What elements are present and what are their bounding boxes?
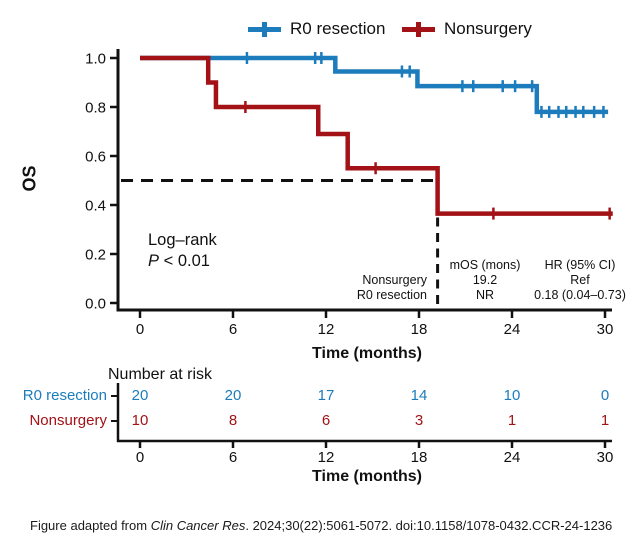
svg-text:24: 24 <box>504 449 521 466</box>
svg-text:0.8: 0.8 <box>85 100 106 117</box>
inner-table-header-hr: HR (95% CI) <box>544 258 616 272</box>
p-threshold: < 0.01 <box>159 252 210 270</box>
risk-count: 6 <box>321 412 331 429</box>
censor-tick-icon <box>262 22 267 37</box>
svg-text:12: 12 <box>318 321 335 338</box>
svg-text:0.6: 0.6 <box>85 149 106 166</box>
citation-details: . 2024;30(22):5061-5072. doi:10.1158/107… <box>245 518 613 533</box>
y-axis-label: OS <box>19 165 40 192</box>
inner-table-row-label-r0: R0 resection <box>356 288 427 302</box>
inner-table-hr-nonsurgery: Ref <box>570 273 590 287</box>
legend-label-nonsurgery: Nonsurgery <box>444 19 532 38</box>
figure-citation: Figure adapted from Clin Cancer Res. 202… <box>30 518 612 533</box>
censor-tick-icon <box>416 22 421 37</box>
risk-row-label-nonsurgery: Nonsurgery <box>29 412 107 429</box>
svg-text:30: 30 <box>597 449 614 466</box>
svg-text:0: 0 <box>136 321 144 338</box>
risk-count: 10 <box>503 387 521 404</box>
svg-text:0.4: 0.4 <box>85 198 106 215</box>
risk-count: 1 <box>600 412 610 429</box>
citation-prefix: Figure adapted from <box>30 518 151 533</box>
risk-table-title: Number at risk <box>108 366 213 383</box>
logrank-test-name: Log–rank <box>148 231 217 249</box>
logrank-p-value: P < 0.01 <box>148 251 217 272</box>
risk-count: 14 <box>410 387 428 404</box>
svg-text:30: 30 <box>597 321 614 338</box>
svg-text:1.0: 1.0 <box>85 51 106 68</box>
risk-count: 3 <box>414 412 424 429</box>
inner-table-mos-nonsurgery: 19.2 <box>472 273 498 287</box>
svg-text:6: 6 <box>229 449 237 466</box>
inner-table-hr-r0: 0.18 (0.04–0.73) <box>534 288 626 302</box>
risk-count: 0 <box>600 387 610 404</box>
svg-text:24: 24 <box>504 321 521 338</box>
x-axis-label-risk: Time (months) <box>312 468 422 485</box>
svg-text:0.0: 0.0 <box>85 296 106 313</box>
risk-row-label-r0: R0 resection <box>22 387 107 404</box>
inner-table-mos-r0: NR <box>475 288 495 302</box>
citation-journal: Clin Cancer Res <box>150 518 246 533</box>
logrank-annotation: Log–rank P < 0.01 <box>148 230 217 272</box>
svg-text:0: 0 <box>136 449 144 466</box>
svg-text:18: 18 <box>411 321 428 338</box>
risk-count: 8 <box>228 412 238 429</box>
legend-marker-r0-resection <box>248 22 281 37</box>
risk-count: 20 <box>224 387 242 404</box>
p-symbol: P <box>148 252 160 270</box>
svg-text:6: 6 <box>229 321 237 338</box>
svg-text:0.2: 0.2 <box>85 247 106 264</box>
risk-count: 1 <box>507 412 517 429</box>
legend-marker-nonsurgery <box>402 22 435 37</box>
svg-text:12: 12 <box>318 449 335 466</box>
risk-count: 20 <box>131 387 149 404</box>
x-axis-label-main: Time (months) <box>312 345 422 362</box>
inner-table-row-label-nonsurgery: Nonsurgery <box>362 273 427 287</box>
svg-text:18: 18 <box>411 449 428 466</box>
risk-count: 17 <box>317 387 335 404</box>
inner-table-header-mos: mOS (mons) <box>449 258 521 272</box>
legend-label-r0-resection: R0 resection <box>290 19 386 38</box>
risk-count: 10 <box>131 412 149 429</box>
